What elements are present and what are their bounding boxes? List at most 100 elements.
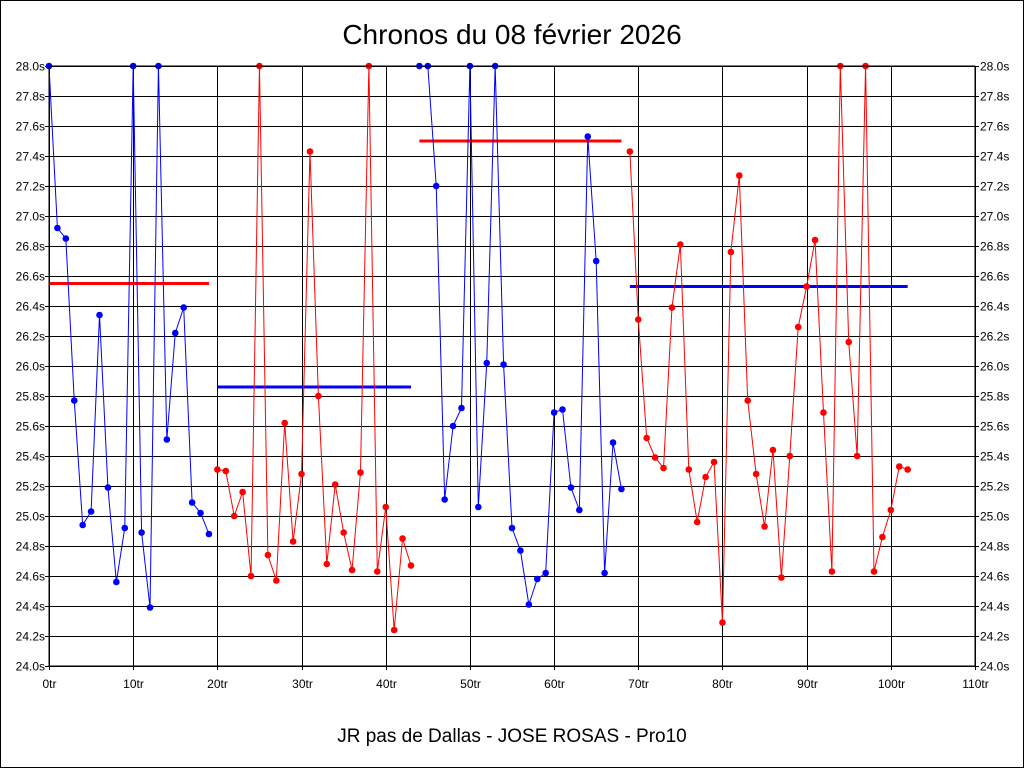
data-point [407, 562, 415, 569]
data-point [449, 422, 457, 430]
y-tick-label-right: 24.4s [980, 600, 1009, 614]
x-tick-label: 80tr [712, 677, 733, 691]
data-point [517, 547, 524, 554]
data-point [146, 604, 154, 611]
y-tick-label-left: 25.6s [16, 420, 45, 434]
data-point [904, 466, 911, 473]
data-point [171, 329, 179, 337]
data-point [315, 392, 322, 400]
y-tick-label-right: 27.6s [980, 120, 1009, 134]
data-point [677, 241, 684, 248]
x-tick-label: 90tr [797, 677, 818, 691]
data-point [845, 338, 853, 346]
y-tick-label-left: 24.8s [16, 540, 45, 554]
y-tick-label-right: 26.0s [980, 360, 1009, 374]
data-point [870, 568, 878, 575]
y-tick-label-right: 27.0s [980, 210, 1009, 224]
y-tick-label-left: 26.2s [16, 330, 45, 344]
y-tick-label-right: 24.2s [980, 630, 1009, 644]
data-point [281, 419, 289, 427]
x-tick-label: 50tr [460, 677, 481, 691]
x-tick-label: 0tr [42, 677, 56, 691]
data-point [660, 464, 667, 472]
data-point [752, 470, 760, 478]
data-point [180, 304, 187, 311]
data-point [272, 577, 280, 584]
y-tick-label-left: 28.0s [16, 60, 45, 74]
data-point [786, 452, 794, 460]
data-point [592, 257, 600, 265]
y-tick-label-right: 26.6s [980, 270, 1009, 284]
data-point [390, 626, 398, 634]
data-point [138, 529, 145, 536]
data-point [54, 224, 61, 232]
y-tick-label-right: 24.8s [980, 540, 1009, 554]
y-tick-label-right: 24.0s [980, 660, 1009, 674]
data-point [104, 484, 112, 491]
y-tick-label-right: 26.4s [980, 300, 1009, 314]
y-tick-label-left: 27.2s [16, 180, 45, 194]
data-point [289, 538, 297, 545]
y-tick-label-left: 24.4s [16, 600, 45, 614]
data-point [828, 568, 836, 575]
data-point [70, 397, 78, 404]
data-point [298, 470, 305, 478]
data-point [542, 569, 549, 577]
data-point [550, 409, 558, 416]
x-tick-label: 110tr [962, 677, 988, 691]
data-point [323, 560, 331, 568]
y-tick-label-right: 25.4s [980, 450, 1009, 464]
data-point [188, 499, 196, 506]
grid [45, 66, 979, 670]
data-point [778, 574, 785, 581]
data-point [247, 572, 255, 580]
series-line [419, 65, 622, 605]
data-point [374, 568, 381, 575]
data-point [432, 182, 440, 190]
data-point [643, 434, 650, 442]
data-point [348, 566, 356, 574]
y-tick-label-right: 27.4s [980, 150, 1009, 164]
axis-labels: 24.0s 24.0s 24.2s 24.2s 24.4s 24.4s 24.6s 24.6s… [16, 60, 1010, 692]
data-point [264, 551, 272, 559]
data-point [197, 509, 204, 517]
data-point [693, 518, 701, 526]
y-tick-label-left: 27.8s [16, 90, 45, 104]
y-tick-label-right: 24.6s [980, 570, 1009, 584]
data-point [222, 467, 230, 475]
data-point [441, 496, 448, 503]
data-point [879, 533, 886, 541]
y-tick-label-left: 25.4s [16, 450, 45, 464]
x-tick-label: 70tr [628, 677, 649, 691]
data-point [306, 148, 314, 155]
data-point [668, 304, 676, 311]
data-point [761, 523, 768, 530]
data-point [163, 436, 171, 443]
x-tick-label: 30tr [292, 677, 313, 691]
plot-area-border [48, 65, 976, 667]
series [416, 62, 625, 608]
average-lines [49, 139, 908, 389]
data-point [719, 619, 726, 626]
y-tick-label-right: 25.8s [980, 390, 1009, 404]
y-tick-label-left: 24.6s [16, 570, 45, 584]
data-point [685, 466, 693, 473]
y-tick-label-right: 25.6s [980, 420, 1009, 434]
y-tick-label-right: 25.2s [980, 480, 1009, 494]
y-tick-label-left: 25.8s [16, 390, 45, 404]
data-point [618, 485, 625, 493]
data-point [87, 508, 95, 515]
data-point [559, 406, 566, 413]
data-point [584, 133, 592, 140]
y-tick-label-left: 24.0s [16, 660, 45, 674]
y-tick-label-right: 28.0s [980, 60, 1009, 74]
data-point [79, 521, 86, 529]
data-point [626, 148, 634, 155]
data-point [62, 235, 70, 242]
x-tick-label: 60tr [544, 677, 565, 691]
y-tick-label-left: 27.0s [16, 210, 45, 224]
data-point [121, 524, 129, 532]
data-point [803, 283, 810, 290]
data-point [601, 569, 608, 577]
